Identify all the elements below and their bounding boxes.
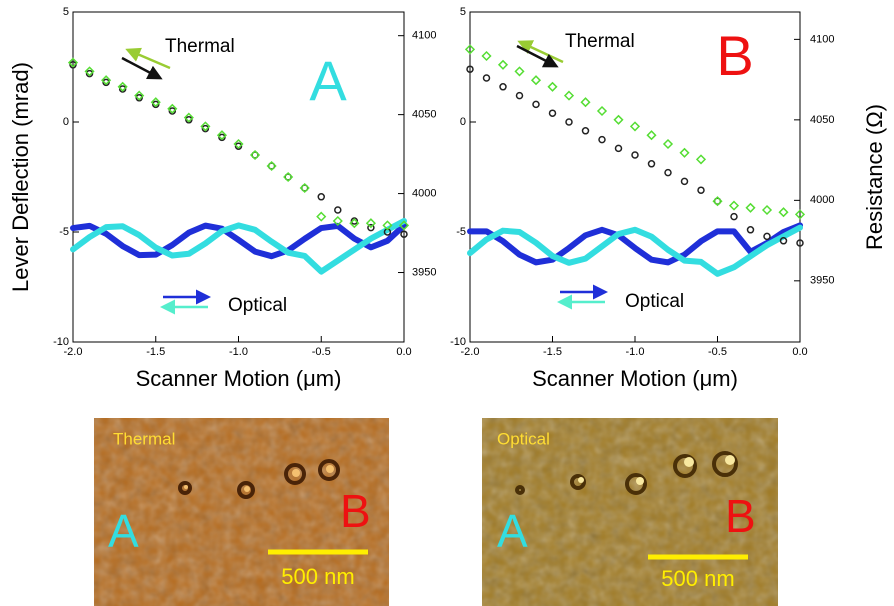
image-label-b: B	[725, 490, 756, 542]
data-point	[747, 204, 755, 212]
y-tick-label: -10	[450, 336, 466, 348]
data-point	[681, 149, 689, 157]
data-point	[335, 207, 341, 213]
data-point	[682, 178, 688, 184]
y-tick-label: -5	[456, 226, 466, 238]
image-label-a: A	[497, 505, 528, 557]
data-point	[598, 107, 606, 115]
data-point	[764, 233, 770, 239]
y-tick-label: 5	[63, 6, 69, 18]
data-point	[649, 161, 655, 167]
image-label-a: A	[108, 505, 139, 557]
annotation: Thermal	[565, 31, 635, 52]
data-point	[730, 202, 738, 210]
x-axis-label: Scanner Motion (μm)	[136, 366, 342, 391]
image-title: Thermal	[113, 429, 175, 448]
data-point	[763, 206, 771, 214]
panel-label: B	[716, 24, 753, 87]
y-tick-label: -10	[53, 336, 69, 348]
data-point	[748, 227, 754, 233]
x-tick-label: -1.5	[146, 346, 165, 358]
figure: Thermal A B 500 nm Optical A B 500 nm -2…	[0, 0, 894, 606]
x-tick-label: 0.0	[792, 346, 807, 358]
y2-tick-label: 4050	[810, 114, 834, 126]
data-point	[632, 152, 638, 158]
data-point	[318, 194, 324, 200]
y2-tick-label: 3950	[412, 266, 436, 278]
data-point	[583, 128, 589, 134]
image-optical: Optical A B 500 nm	[482, 418, 778, 606]
y-tick-label: -5	[59, 226, 69, 238]
y-axis-label: Lever Deflection (mrad)	[8, 62, 33, 292]
x-tick-label: -1.0	[229, 346, 248, 358]
data-point	[780, 208, 788, 216]
annotation: Optical	[228, 295, 287, 316]
y-tick-label: 0	[460, 116, 466, 128]
data-point	[565, 92, 573, 100]
data-point	[698, 187, 704, 193]
data-point	[483, 52, 491, 60]
image-thermal: Thermal A B 500 nm	[94, 418, 389, 606]
data-point	[500, 84, 506, 90]
y2-tick-label: 4100	[412, 30, 436, 42]
data-point	[532, 76, 540, 84]
data-point	[317, 213, 325, 221]
data-point	[533, 101, 539, 107]
data-point	[582, 98, 590, 106]
data-point	[616, 145, 622, 151]
y2-tick-label: 3950	[810, 275, 834, 287]
x-tick-label: -1.0	[626, 346, 645, 358]
data-point	[517, 93, 523, 99]
data-point	[549, 83, 557, 91]
image-label-b: B	[340, 485, 371, 537]
y2-tick-label: 4050	[412, 109, 436, 121]
image-title: Optical	[497, 429, 550, 448]
y-tick-label: 5	[460, 6, 466, 18]
data-point	[550, 110, 556, 116]
x-tick-label: -1.5	[543, 346, 562, 358]
data-point	[484, 75, 490, 81]
panel-label: A	[309, 49, 347, 112]
data-point	[697, 155, 705, 163]
x-tick-label: -0.5	[312, 346, 331, 358]
plot-frame	[73, 12, 404, 342]
y-tick-label: 0	[63, 116, 69, 128]
data-point	[599, 137, 605, 143]
data-point	[566, 119, 572, 125]
data-point	[665, 170, 671, 176]
x-axis-label: Scanner Motion (μm)	[532, 366, 738, 391]
y2-tick-label: 4000	[412, 187, 436, 199]
data-point	[516, 67, 524, 75]
data-point	[615, 116, 623, 124]
y2-tick-label: 4100	[810, 33, 834, 45]
annotation: Optical	[625, 291, 684, 312]
y2-axis-label: Resistance (Ω)	[862, 104, 887, 250]
data-point	[499, 61, 507, 69]
y2-tick-label: 4000	[810, 194, 834, 206]
scale-label: 500 nm	[281, 564, 354, 589]
annotation: Thermal	[165, 36, 235, 57]
data-point	[648, 131, 656, 139]
data-point	[631, 122, 639, 130]
x-tick-label: 0.0	[396, 346, 411, 358]
data-point	[664, 140, 672, 148]
scale-label: 500 nm	[661, 566, 734, 591]
x-tick-label: -0.5	[708, 346, 727, 358]
data-point	[731, 214, 737, 220]
